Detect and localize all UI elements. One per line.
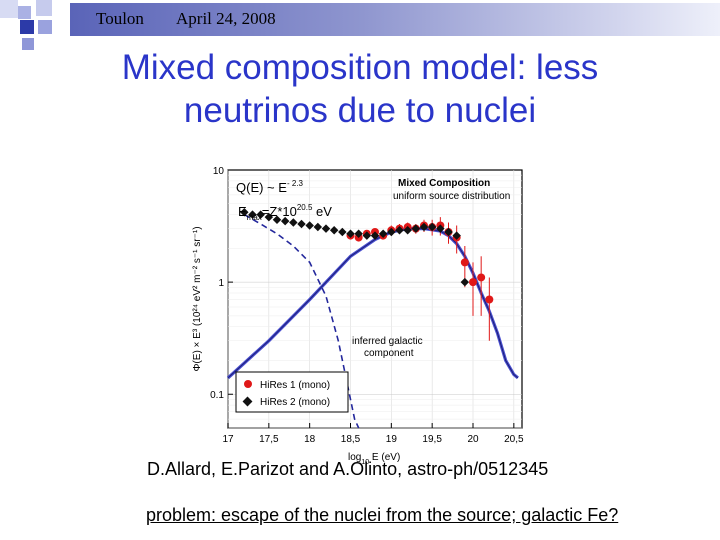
galactic-label-line-1: inferred galactic bbox=[352, 336, 423, 347]
hires2-point bbox=[395, 226, 404, 235]
hires2-point bbox=[272, 215, 282, 224]
citation: D.Allard, E.Parizot and A.Olinto, astro-… bbox=[147, 459, 549, 479]
decor-square bbox=[18, 6, 31, 19]
hires2-point bbox=[338, 227, 347, 237]
header-gradient bbox=[70, 3, 720, 36]
header-bar: Toulon April 24, 2008 bbox=[0, 0, 720, 50]
model-title: Mixed Composition bbox=[398, 178, 490, 189]
data-points bbox=[240, 208, 494, 341]
source-spectrum-label: Q(E) ~ E- 2.3 bbox=[236, 179, 303, 195]
y-tick-label: 10 bbox=[213, 166, 225, 177]
emax-label: Emax=Z*1020.5 eV bbox=[238, 203, 332, 222]
decor-square bbox=[36, 0, 52, 16]
hires2-point bbox=[354, 229, 363, 239]
legend-label-hires1: HiRes 1 (mono) bbox=[260, 380, 330, 391]
legend-box bbox=[235, 371, 349, 413]
y-tick-label: 0.1 bbox=[210, 390, 224, 401]
legend-label-hires2: HiRes 2 (mono) bbox=[260, 397, 330, 408]
hires2-point bbox=[370, 231, 380, 240]
hires2-point bbox=[248, 210, 257, 219]
x-tick-label: 18,5 bbox=[341, 434, 361, 445]
hires2-point bbox=[321, 224, 331, 233]
title-line-1: Mixed composition model: less bbox=[121, 48, 599, 87]
hires2-point bbox=[460, 277, 470, 287]
y-tick-labels: 0.1 1 10 bbox=[210, 166, 233, 401]
galactic-label-line-2: component bbox=[364, 348, 414, 359]
hires1-point bbox=[469, 278, 477, 287]
decor-square bbox=[20, 20, 34, 34]
decor-square bbox=[38, 20, 52, 34]
hires2-point bbox=[313, 222, 323, 232]
hires2-point bbox=[329, 226, 339, 235]
hires2-point bbox=[419, 222, 429, 232]
hires2-point bbox=[403, 226, 412, 235]
y-axis-label: Φ(E) × E³ (10²⁴ eV² m⁻² s⁻¹ sr⁻¹) bbox=[192, 226, 203, 371]
model-subtitle: uniform source distribution bbox=[393, 191, 510, 202]
decor-square bbox=[22, 38, 34, 50]
header-date: April 24, 2008 bbox=[176, 9, 276, 28]
hires2-point bbox=[387, 227, 396, 237]
hires1-point bbox=[485, 295, 494, 304]
hires1-point bbox=[460, 258, 469, 267]
hires2-point bbox=[297, 219, 306, 229]
hires2-point bbox=[346, 229, 355, 239]
hires2-point bbox=[240, 208, 249, 217]
decor-square bbox=[0, 0, 18, 18]
slide-title: Mixed composition model: less neutrinos … bbox=[0, 46, 720, 132]
title-line-2: neutrinos due to nuclei bbox=[183, 91, 537, 130]
x-tick-label: 19 bbox=[386, 434, 398, 445]
hires2-point bbox=[411, 224, 421, 233]
hires2-point bbox=[427, 222, 437, 232]
x-tick-labels: 17 17,5 18 18,5 19 19,5 20 20,5 bbox=[222, 423, 524, 445]
x-tick-label: 19,5 bbox=[422, 434, 442, 445]
hires2-point bbox=[444, 227, 453, 237]
hires2-point bbox=[305, 221, 314, 230]
x-tick-label: 17,5 bbox=[259, 434, 279, 445]
y-tick-label: 1 bbox=[218, 278, 224, 289]
header-location: Toulon bbox=[96, 9, 144, 28]
galactic-curve bbox=[243, 213, 360, 429]
hires1-point bbox=[477, 273, 486, 282]
x-tick-label: 18 bbox=[304, 434, 316, 445]
x-axis-label: log10 E (eV) bbox=[348, 452, 400, 466]
x-tick-label: 20,5 bbox=[504, 434, 524, 445]
x-tick-label: 20 bbox=[467, 434, 479, 445]
hires2-point bbox=[452, 231, 461, 240]
spectrum-chart: 17 17,5 18 18,5 19 19,5 20 20,5 0.1 1 10 Q(E) ~ E… bbox=[192, 166, 524, 466]
x-tick-label: 17 bbox=[222, 434, 234, 445]
legend-marker-hires1 bbox=[244, 380, 252, 388]
hires2-point bbox=[378, 229, 388, 239]
legend: HiRes 1 (mono) HiRes 2 (mono) bbox=[235, 371, 349, 413]
note: problem: escape of the nuclei from the s… bbox=[146, 505, 619, 525]
hires2-point bbox=[362, 231, 372, 240]
